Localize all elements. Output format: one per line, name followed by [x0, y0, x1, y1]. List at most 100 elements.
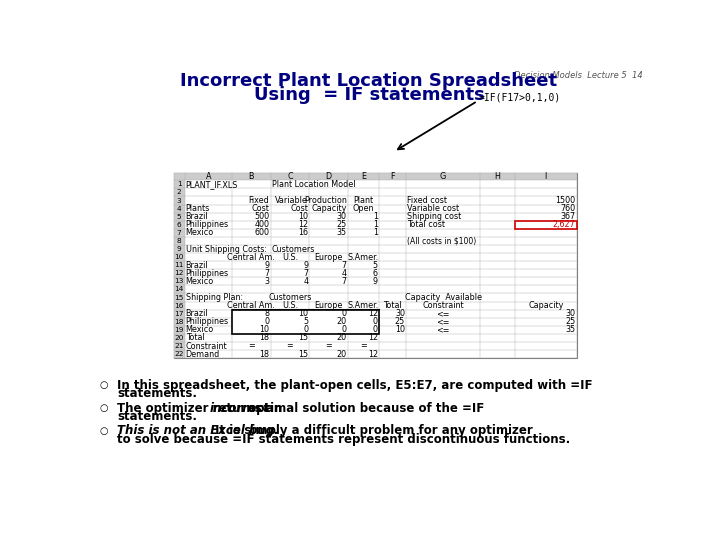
- Text: 9: 9: [303, 261, 308, 269]
- Text: 0: 0: [264, 318, 269, 326]
- Text: 9: 9: [264, 261, 269, 269]
- Text: Fixed: Fixed: [248, 196, 269, 205]
- Text: 12: 12: [298, 220, 308, 230]
- Text: 8: 8: [264, 309, 269, 318]
- Text: 0: 0: [303, 326, 308, 334]
- Text: Open: Open: [353, 204, 374, 213]
- Text: H: H: [495, 172, 500, 181]
- Text: 1: 1: [176, 181, 181, 187]
- Text: D: D: [325, 172, 332, 181]
- Text: E: E: [361, 172, 366, 181]
- Text: U.S.: U.S.: [282, 253, 298, 261]
- Text: Variable: Variable: [275, 196, 308, 205]
- Text: ○: ○: [99, 426, 108, 436]
- Text: In this spreadsheet, the plant-open cells, E5:E7, are computed with =IF: In this spreadsheet, the plant-open cell…: [117, 379, 593, 392]
- Text: <=: <=: [436, 326, 450, 334]
- Text: 0: 0: [342, 326, 347, 334]
- Text: 22: 22: [174, 351, 184, 357]
- Text: Europe: Europe: [315, 253, 343, 261]
- Text: =: =: [360, 341, 367, 350]
- Text: optimal solution because of the =IF: optimal solution because of the =IF: [244, 402, 484, 415]
- Text: to solve because =IF statements represent discontinuous functions.: to solve because =IF statements represen…: [117, 433, 570, 446]
- Text: Customers: Customers: [271, 245, 315, 253]
- Text: 367: 367: [560, 212, 575, 221]
- Text: Production: Production: [304, 196, 347, 205]
- Text: 13: 13: [174, 278, 184, 285]
- Text: 7: 7: [264, 269, 269, 278]
- Text: 16: 16: [298, 228, 308, 238]
- Text: Philippines: Philippines: [186, 269, 229, 278]
- Text: Philippines: Philippines: [186, 220, 229, 230]
- Text: This is not an Excel bug.: This is not an Excel bug.: [117, 424, 279, 437]
- Text: S.Amer.: S.Amer.: [348, 301, 379, 310]
- Text: Cost: Cost: [290, 204, 308, 213]
- Text: PLANT_IF.XLS: PLANT_IF.XLS: [186, 180, 238, 189]
- Text: Central Am.: Central Am.: [228, 253, 275, 261]
- Text: Brazil: Brazil: [186, 309, 208, 318]
- Text: 20: 20: [337, 334, 347, 342]
- Text: Demand: Demand: [186, 349, 220, 359]
- Text: <=: <=: [436, 318, 450, 326]
- Text: 15: 15: [298, 349, 308, 359]
- Text: Variable cost: Variable cost: [408, 204, 459, 213]
- Text: A: A: [205, 172, 211, 181]
- Text: 2: 2: [176, 190, 181, 195]
- Text: 1: 1: [373, 220, 378, 230]
- Text: 600: 600: [254, 228, 269, 238]
- Text: incorrect: incorrect: [210, 402, 269, 415]
- Text: 0: 0: [373, 326, 378, 334]
- Text: 21: 21: [174, 343, 184, 349]
- Text: 30: 30: [565, 309, 575, 318]
- Text: 35: 35: [565, 326, 575, 334]
- Text: 30: 30: [337, 212, 347, 221]
- Text: Brazil: Brazil: [186, 261, 208, 269]
- Text: 10: 10: [174, 254, 184, 260]
- Text: 18: 18: [259, 334, 269, 342]
- Text: Fixed cost: Fixed cost: [408, 196, 447, 205]
- Text: statements.: statements.: [117, 410, 197, 423]
- Text: 7: 7: [342, 277, 347, 286]
- Text: 17: 17: [174, 310, 184, 316]
- Text: B: B: [248, 172, 254, 181]
- Text: 10: 10: [395, 326, 405, 334]
- Text: 11: 11: [174, 262, 184, 268]
- Text: 1500: 1500: [555, 196, 575, 205]
- Text: Incorrect Plant Location Spreadsheet: Incorrect Plant Location Spreadsheet: [181, 72, 557, 91]
- Text: Plant: Plant: [354, 196, 374, 205]
- Text: 16: 16: [174, 302, 184, 309]
- Text: 14: 14: [174, 286, 184, 293]
- Text: 25: 25: [395, 318, 405, 326]
- Text: Customers: Customers: [269, 293, 312, 302]
- Text: 35: 35: [337, 228, 347, 238]
- Text: 7: 7: [342, 261, 347, 269]
- Text: <=: <=: [436, 309, 450, 318]
- Text: 15: 15: [174, 294, 184, 301]
- Text: 7: 7: [303, 269, 308, 278]
- Text: 4: 4: [177, 206, 181, 212]
- Bar: [174, 180, 184, 358]
- Text: 760: 760: [560, 204, 575, 213]
- Text: =: =: [325, 341, 332, 350]
- Text: 20: 20: [337, 349, 347, 359]
- Text: Capacity: Capacity: [528, 301, 563, 310]
- Bar: [174, 173, 577, 180]
- Text: (All costs in $100): (All costs in $100): [408, 237, 477, 246]
- Text: Brazil: Brazil: [186, 212, 208, 221]
- Text: Mexico: Mexico: [186, 277, 214, 286]
- Text: =: =: [287, 341, 293, 350]
- Text: F: F: [390, 172, 395, 181]
- Text: Mexico: Mexico: [186, 228, 214, 238]
- Text: 5: 5: [177, 214, 181, 220]
- Text: Using  = IF statements: Using = IF statements: [253, 86, 485, 104]
- Text: Central Am.: Central Am.: [228, 301, 275, 310]
- Text: Constraint: Constraint: [186, 341, 228, 350]
- Bar: [515, 221, 577, 229]
- Text: 19: 19: [174, 327, 184, 333]
- Text: Constraint: Constraint: [422, 301, 464, 310]
- Text: 20: 20: [337, 318, 347, 326]
- Text: ○: ○: [99, 380, 108, 390]
- Text: Total cost: Total cost: [408, 220, 446, 230]
- Text: ○: ○: [99, 403, 108, 413]
- Text: Total: Total: [186, 334, 204, 342]
- Text: 12: 12: [368, 349, 378, 359]
